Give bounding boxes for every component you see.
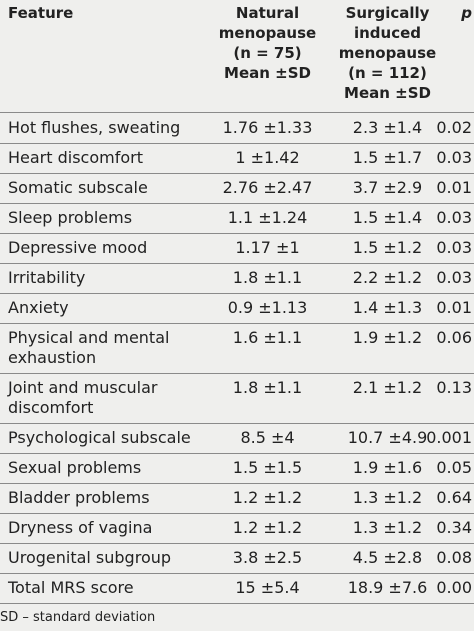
cell-value: 1.4 ±1.3	[352, 298, 423, 317]
row-label: Heart discomfort	[8, 148, 143, 167]
cell-value: 1 ±1.42	[235, 148, 300, 167]
cell-value: 8.5 ±4	[240, 428, 295, 447]
header-cell: Feature	[8, 4, 74, 22]
cell-value: 4.5 ±2.8	[352, 548, 423, 567]
cell-value: 2.1 ±1.2	[352, 378, 423, 397]
cell-value: 0.13	[436, 378, 472, 397]
row-label: Bladder problems	[8, 488, 150, 507]
header-cell: induced	[353, 24, 422, 42]
cell-value: 1.5 ±1.4	[352, 208, 423, 227]
cell-value: 1.76 ±1.33	[222, 118, 313, 137]
header-cell: Surgically	[345, 4, 430, 22]
row-label: Irritability	[8, 268, 86, 287]
rule	[0, 203, 474, 204]
row-label: Sexual problems	[8, 458, 142, 477]
row-label: Hot flushes, sweating	[8, 118, 181, 137]
cell-value: 0.03	[436, 208, 472, 227]
cell-value: 0.00	[436, 578, 472, 597]
cell-value: 0.03	[436, 148, 472, 167]
cell-value: 2.2 ±1.2	[352, 268, 423, 287]
cell-value: 0.05	[436, 458, 472, 477]
rule	[0, 543, 474, 544]
header-cell: (n = 112)	[348, 64, 427, 82]
row-label: Joint and muscular discomfort	[8, 378, 158, 417]
row-label: Sleep problems	[8, 208, 133, 227]
cell-value: 0.01	[436, 178, 472, 197]
cell-value: 10.7 ±4.9	[347, 428, 428, 447]
cell-value: 1.2 ±1.2	[232, 518, 303, 537]
cell-value: 0.9 ±1.13	[227, 298, 308, 317]
cell-value: 18.9 ±7.6	[347, 578, 428, 597]
header-cell: (n = 75)	[233, 44, 302, 62]
rule	[0, 483, 474, 484]
rule	[0, 173, 474, 174]
cell-value: 0.08	[436, 548, 472, 567]
cell-value: 1.9 ±1.2	[352, 328, 423, 347]
cell-value: 2.76 ±2.47	[222, 178, 313, 197]
rule	[0, 112, 474, 113]
cell-value: 1.6 ±1.1	[232, 328, 303, 347]
cell-value: 1.8 ±1.1	[232, 268, 303, 287]
cell-value: 0.34	[436, 518, 472, 537]
cell-value: 0.01	[436, 298, 472, 317]
row-label: Somatic subscale	[8, 178, 148, 197]
rule	[0, 423, 474, 424]
cell-value: 1.1 ±1.24	[227, 208, 308, 227]
cell-value: 1.3 ±1.2	[352, 518, 423, 537]
row-label: Urogenital subgroup	[8, 548, 172, 567]
cell-value: 1.2 ±1.2	[232, 488, 303, 507]
rule	[0, 323, 474, 324]
rule	[0, 373, 474, 374]
rule	[0, 513, 474, 514]
header-cell: Mean ±SD	[224, 64, 311, 82]
rule	[0, 573, 474, 574]
cell-value: 0.06	[436, 328, 472, 347]
header-cell: Natural	[235, 4, 300, 22]
cell-value: 1.9 ±1.6	[352, 458, 423, 477]
cell-value: 0.64	[436, 488, 472, 507]
footnote: SD – standard deviation	[0, 610, 156, 625]
rule	[0, 143, 474, 144]
cell-value: 1.5 ±1.7	[352, 148, 423, 167]
cell-value: 1.3 ±1.2	[352, 488, 423, 507]
cell-value: 3.7 ±2.9	[352, 178, 423, 197]
cell-value: 1.5 ±1.2	[352, 238, 423, 257]
row-label: Physical and mental exhaustion	[8, 328, 170, 367]
rule	[0, 293, 474, 294]
cell-value: 1.17 ±1	[235, 238, 300, 257]
header-cell: p	[461, 4, 472, 22]
row-label: Total MRS score	[8, 578, 134, 597]
header-cell: menopause	[218, 24, 317, 42]
rule	[0, 233, 474, 234]
row-label: Dryness of vagina	[8, 518, 153, 537]
cell-value: 15 ±5.4	[235, 578, 300, 597]
cell-value: 3.8 ±2.5	[232, 548, 303, 567]
header-cell: Mean ±SD	[344, 84, 431, 102]
cell-value: 0.001	[426, 428, 472, 447]
cell-value: 0.03	[436, 268, 472, 287]
cell-value: 1.8 ±1.1	[232, 378, 303, 397]
cell-value: 0.03	[436, 238, 472, 257]
header-cell: menopause	[338, 44, 437, 62]
row-label: Psychological subscale	[8, 428, 191, 447]
rule	[0, 263, 474, 264]
rule	[0, 603, 474, 604]
cell-value: 0.02	[436, 118, 472, 137]
row-label: Depressive mood	[8, 238, 148, 257]
cell-value: 2.3 ±1.4	[352, 118, 423, 137]
row-label: Anxiety	[8, 298, 69, 317]
cell-value: 1.5 ±1.5	[232, 458, 303, 477]
rule	[0, 453, 474, 454]
